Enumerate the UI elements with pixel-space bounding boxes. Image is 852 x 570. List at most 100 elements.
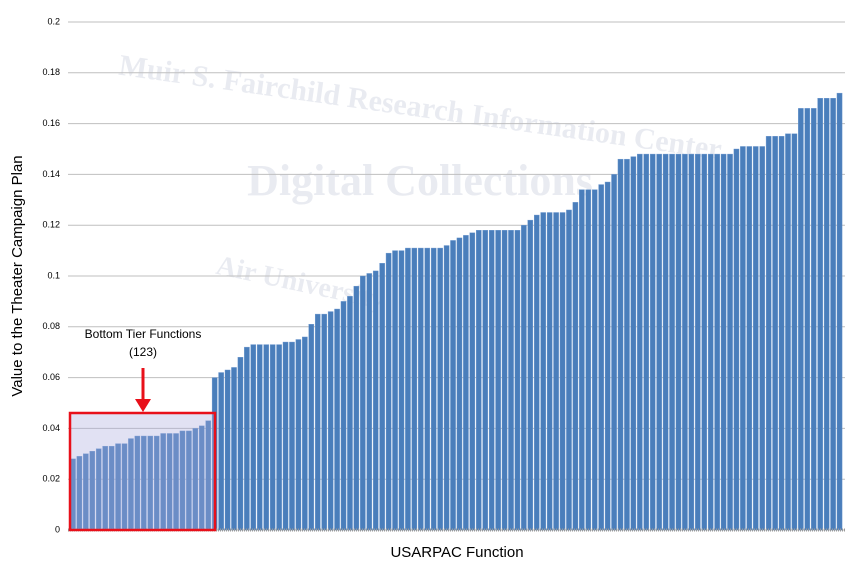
bar: [282, 341, 289, 531]
bar: [469, 232, 476, 531]
bar: [392, 250, 398, 531]
bar: [540, 212, 546, 531]
bar: [244, 346, 250, 531]
y-tick-label: 0.02: [42, 474, 60, 484]
bar: [727, 153, 733, 531]
bar: [224, 369, 231, 531]
bar: [385, 252, 392, 531]
bar: [617, 158, 624, 531]
bar: [804, 108, 811, 531]
bar: [527, 219, 534, 531]
y-tick-label: 0: [55, 524, 60, 534]
bar: [714, 153, 720, 531]
bar: [250, 344, 257, 531]
bar: [649, 153, 656, 531]
bar: [353, 285, 360, 531]
bar: [785, 133, 791, 531]
bar: [688, 153, 695, 531]
bar: [637, 153, 643, 531]
bar: [753, 146, 759, 531]
bar: [662, 153, 669, 531]
bar: [765, 136, 772, 531]
bar: [482, 230, 489, 531]
bar: [817, 97, 823, 531]
bar: [643, 153, 650, 531]
bar: [778, 136, 785, 531]
bar: [521, 224, 527, 531]
bar: [334, 308, 340, 531]
bar: [534, 214, 540, 531]
bar: [257, 344, 263, 531]
bar: [463, 235, 469, 531]
bar: [218, 372, 224, 531]
bar: [450, 240, 456, 531]
bar: [682, 153, 688, 531]
bar: [836, 92, 843, 531]
bar: [559, 212, 566, 531]
bar: [405, 247, 411, 531]
arrow-head: [135, 399, 151, 412]
bar: [456, 237, 463, 531]
y-tick-label: 0.2: [47, 16, 60, 26]
bar: [347, 296, 353, 531]
bar: [695, 153, 701, 531]
bar: [810, 108, 817, 531]
bar: [295, 339, 302, 531]
bar: [514, 230, 521, 531]
bar: [579, 189, 585, 531]
x-axis-title: USARPAC Function: [390, 544, 523, 561]
bar: [740, 146, 746, 531]
bar: [746, 146, 753, 531]
bar: [237, 357, 244, 531]
bar: [772, 136, 778, 531]
bar: [263, 344, 269, 531]
bar: [308, 324, 315, 531]
bar: [269, 344, 276, 531]
y-tick-label: 0.06: [42, 372, 60, 382]
bar: [327, 311, 334, 531]
y-axis-title: Value to the Theater Campaign Plan: [9, 155, 26, 396]
bar: [366, 273, 373, 531]
bar: [424, 247, 431, 531]
y-tick-label: 0.18: [42, 67, 60, 77]
bar: [707, 153, 714, 531]
bar: [321, 313, 327, 531]
watermark-text: Digital Collections: [247, 156, 593, 205]
bar: [501, 230, 508, 531]
y-tick-label: 0.14: [42, 169, 60, 179]
bar: [372, 270, 379, 531]
bar: [340, 301, 347, 531]
bar: [360, 275, 366, 531]
bar: [798, 108, 804, 531]
bar: [598, 184, 604, 531]
bar: [604, 181, 611, 531]
bar: [398, 250, 405, 531]
bar: [830, 97, 836, 531]
bar: [630, 156, 637, 531]
bar: [289, 341, 295, 531]
bar: [302, 336, 308, 531]
bar: [488, 230, 495, 531]
bar: [314, 313, 321, 531]
y-tick-label: 0.16: [42, 118, 60, 128]
bar: [733, 148, 740, 531]
y-tick-label: 0.12: [42, 220, 60, 230]
bar: [495, 230, 501, 531]
y-tick-label: 0.04: [42, 423, 60, 433]
annotation: Bottom Tier Functions: [85, 327, 202, 341]
bar: [379, 263, 385, 531]
bar: [553, 212, 559, 531]
bar: [759, 146, 765, 531]
bar: [437, 247, 443, 531]
annotation: (123): [129, 345, 157, 359]
bar: [508, 230, 514, 531]
bar: [585, 189, 592, 531]
bar: [823, 97, 830, 531]
bar: [430, 247, 437, 531]
y-tick-label: 0.1: [47, 270, 60, 280]
bar: [572, 202, 579, 531]
bar: [656, 153, 662, 531]
bar: [476, 230, 482, 531]
bar: [701, 153, 708, 531]
bar: [231, 367, 237, 531]
